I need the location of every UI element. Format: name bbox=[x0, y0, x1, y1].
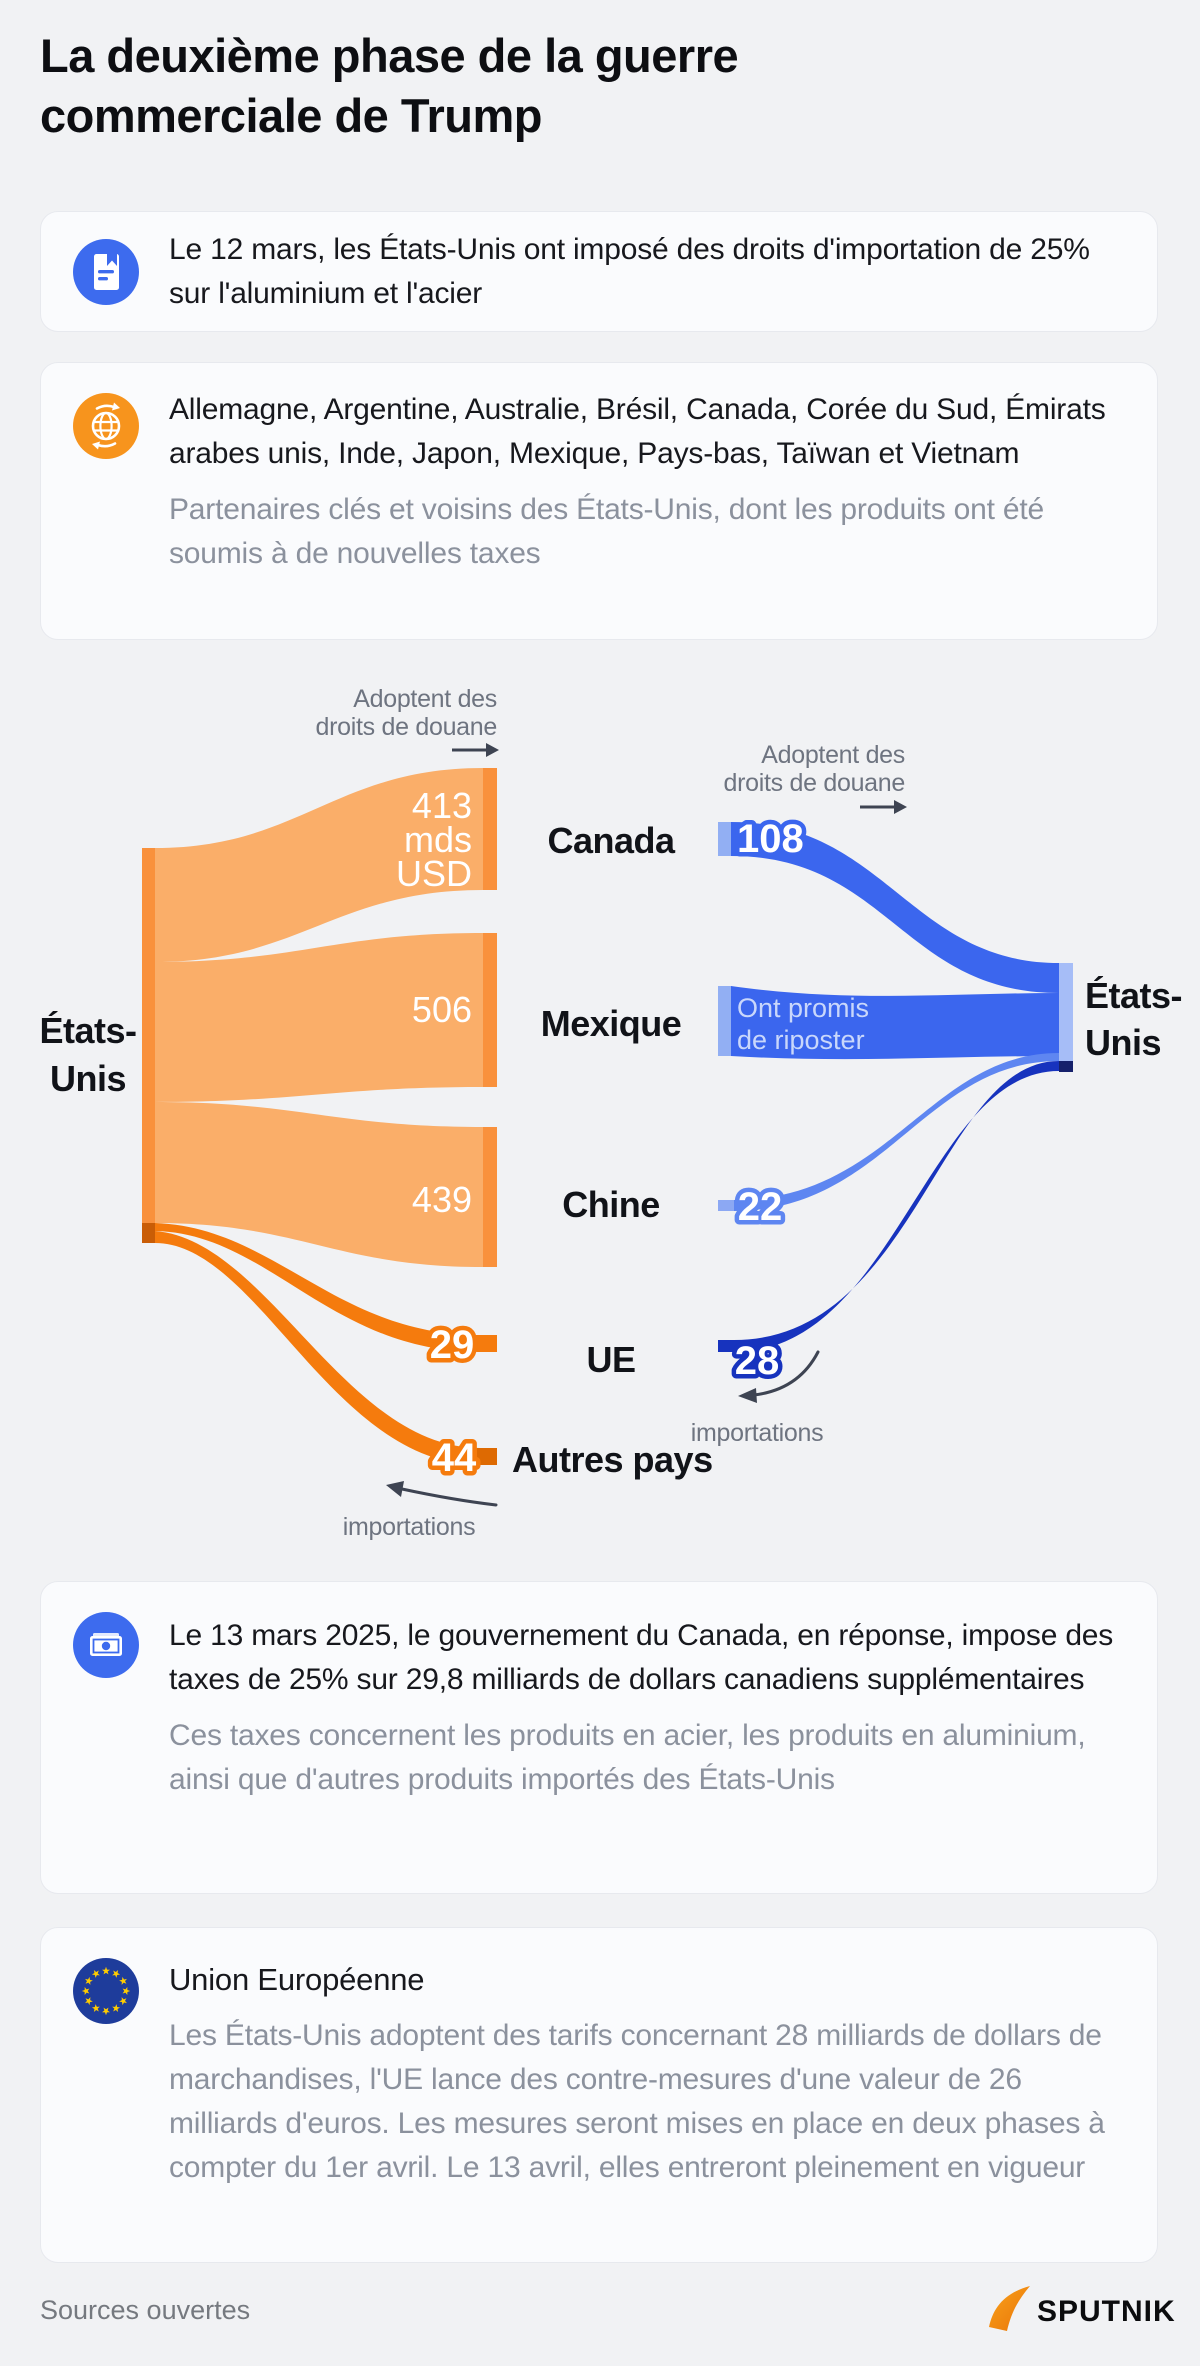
eu-flag-icon bbox=[73, 1958, 139, 2024]
node-eu-tariff bbox=[477, 1335, 497, 1352]
card3-text: Le 13 mars 2025, le gouvernement du Cana… bbox=[169, 1619, 1114, 1696]
flow-us-mexico-506 bbox=[155, 933, 483, 1102]
card2-countries: Allemagne, Argentine, Australie, Brésil,… bbox=[169, 393, 1106, 470]
node-eu bbox=[718, 1340, 734, 1352]
card4-text: Les États-Unis adoptent des tarifs conce… bbox=[169, 2019, 1105, 2184]
node-us-right bbox=[1059, 963, 1073, 1061]
adopt-tariffs-right-line1: Adoptent des bbox=[761, 741, 905, 769]
value-413-unit1: mds bbox=[404, 819, 472, 860]
value-108: 108 bbox=[737, 817, 804, 861]
mexique-label: Mexique bbox=[541, 1003, 682, 1044]
importations-right-label: importations bbox=[691, 1419, 824, 1447]
sputnik-logo: SPUTNIK bbox=[985, 2283, 1175, 2337]
node-others-tariff bbox=[477, 1448, 497, 1465]
value-22: 22 bbox=[738, 1185, 783, 1229]
node-us-right-dark bbox=[1059, 1061, 1073, 1072]
node-us-left bbox=[142, 848, 155, 1223]
value-29: 29 bbox=[430, 1323, 475, 1367]
adopt-tariffs-right-line2: droits de douane bbox=[724, 769, 905, 797]
value-506: 506 bbox=[412, 989, 472, 1030]
ue-label: UE bbox=[586, 1339, 635, 1380]
imports-arrowhead-right bbox=[738, 1388, 757, 1403]
sources-label: Sources ouvertes bbox=[40, 2295, 251, 2325]
node-mexico-tariff bbox=[483, 933, 497, 1087]
us-right-label-line2: Unis bbox=[1085, 1022, 1161, 1063]
value-413: 413 bbox=[412, 785, 472, 826]
card4-title: Union Européenne bbox=[169, 1962, 425, 1997]
value-28: 28 bbox=[735, 1339, 780, 1383]
node-us-left-dark bbox=[142, 1223, 155, 1243]
value-439: 439 bbox=[412, 1179, 472, 1220]
node-canada-tariff bbox=[483, 768, 497, 890]
document-icon bbox=[73, 239, 139, 305]
us-left-label-line2: Unis bbox=[50, 1058, 126, 1099]
arrow-right-icon bbox=[452, 743, 499, 757]
sputnik-flame-icon bbox=[989, 2286, 1030, 2331]
banknote-icon bbox=[73, 1612, 139, 1678]
page-title-line2: commerciale de Trump bbox=[40, 89, 542, 142]
node-china bbox=[718, 1200, 734, 1211]
imports-arrowhead-left bbox=[386, 1481, 404, 1497]
imports-arrow-right-icon bbox=[752, 1350, 820, 1397]
flow-china-us-22 bbox=[734, 1053, 1059, 1211]
chine-label: Chine bbox=[562, 1184, 660, 1225]
card3-note: Ces taxes concernent les produits en aci… bbox=[169, 1719, 1086, 1796]
mexico-promise-line2: de riposter bbox=[737, 1025, 865, 1055]
node-mexico bbox=[718, 986, 731, 1056]
card2-note: Partenaires clés et voisins des États-Un… bbox=[169, 493, 1044, 570]
flow-us-canada-413 bbox=[155, 768, 483, 962]
page-title-line1: La deuxième phase de la guerre bbox=[40, 29, 739, 82]
autres-pays-label: Autres pays bbox=[512, 1439, 713, 1480]
us-right-label-line1: États- bbox=[1085, 975, 1182, 1016]
card-tariff-announcement: Le 12 mars, les États-Unis ont imposé de… bbox=[40, 211, 1158, 332]
flow-eu-us-28 bbox=[734, 1061, 1059, 1352]
value-413-unit2: USD bbox=[396, 853, 472, 894]
globe-trade-icon bbox=[73, 393, 139, 459]
canada-label: Canada bbox=[547, 820, 676, 861]
flow-mexico-us bbox=[731, 986, 1059, 1060]
importations-left-label: importations bbox=[343, 1513, 476, 1541]
card-targeted-countries: Allemagne, Argentine, Australie, Brésil,… bbox=[40, 362, 1158, 640]
card-canada-response: Le 13 mars 2025, le gouvernement du Cana… bbox=[40, 1581, 1158, 1894]
node-china-tariff bbox=[483, 1127, 497, 1267]
flow-us-eu-29 bbox=[155, 1223, 480, 1352]
flow-canada-us-108 bbox=[731, 822, 1059, 993]
adopt-tariffs-left-line1: Adoptent des bbox=[353, 685, 497, 713]
page-title: La deuxième phase de la guerre commercia… bbox=[40, 26, 739, 146]
trade-war-sankey: Adoptent des droits de douane Adoptent d… bbox=[39, 685, 1182, 1541]
card-european-union: Union Européenne Les États-Unis adoptent… bbox=[40, 1927, 1158, 2263]
node-canada bbox=[718, 822, 731, 856]
flow-us-china-439 bbox=[155, 1102, 483, 1267]
us-left-label-line1: États- bbox=[39, 1010, 136, 1051]
adopt-tariffs-left-line2: droits de douane bbox=[316, 713, 497, 741]
arrow-right-icon bbox=[860, 800, 907, 814]
imports-arrow-left-icon bbox=[400, 1487, 498, 1507]
sputnik-wordmark: SPUTNIK bbox=[1037, 2295, 1175, 2328]
value-44: 44 bbox=[432, 1436, 477, 1480]
mexico-promise-line1: Ont promis bbox=[737, 993, 869, 1023]
card1-text: Le 12 mars, les États-Unis ont imposé de… bbox=[169, 232, 1090, 310]
